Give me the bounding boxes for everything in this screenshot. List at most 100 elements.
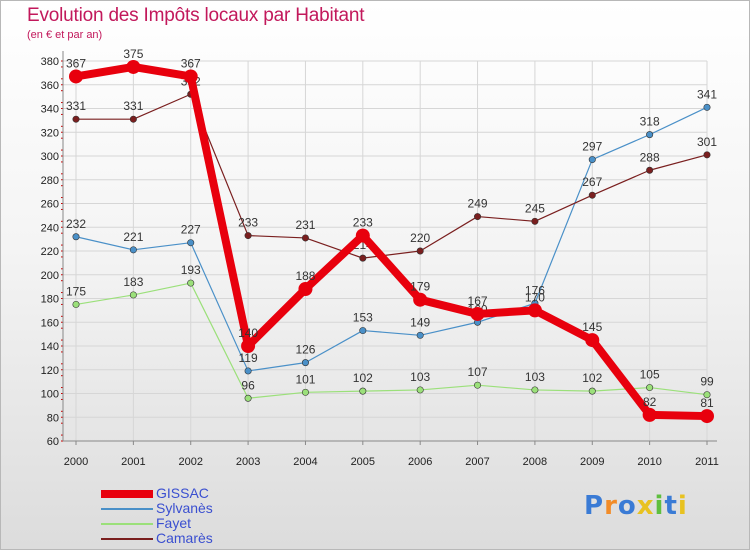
data-point-gissac bbox=[298, 282, 313, 296]
data-point-camares bbox=[244, 232, 252, 240]
x-tick-label: 2007 bbox=[465, 456, 489, 468]
data-point-sylvanes bbox=[416, 331, 424, 339]
data-point-gissac bbox=[241, 339, 256, 353]
data-point-fayet bbox=[129, 291, 137, 299]
data-point-camares bbox=[588, 191, 596, 199]
legend-swatch bbox=[101, 538, 153, 540]
x-tick-label: 2004 bbox=[293, 456, 317, 468]
data-label-fayet: 99 bbox=[700, 375, 714, 389]
x-tick-label: 2001 bbox=[121, 456, 145, 468]
data-label-sylvanes: 119 bbox=[239, 351, 258, 365]
data-label-sylvanes: 221 bbox=[123, 230, 143, 244]
data-label-camares: 267 bbox=[582, 175, 602, 189]
data-label-fayet: 175 bbox=[66, 284, 86, 298]
data-point-fayet bbox=[72, 300, 80, 308]
data-label-fayet: 105 bbox=[640, 368, 660, 382]
data-label-sylvanes: 232 bbox=[66, 217, 86, 231]
data-label-sylvanes: 126 bbox=[295, 343, 315, 357]
y-tick-label: 260 bbox=[41, 199, 59, 211]
y-tick-label: 220 bbox=[41, 246, 59, 258]
data-point-camares bbox=[359, 254, 367, 262]
data-point-gissac bbox=[470, 306, 485, 321]
data-label-gissac: 179 bbox=[410, 280, 430, 294]
x-tick-label: 2009 bbox=[580, 456, 604, 468]
data-label-gissac: 367 bbox=[66, 56, 86, 70]
data-label-fayet: 107 bbox=[468, 365, 488, 379]
legend-label: Sylvanès bbox=[156, 500, 213, 516]
data-point-sylvanes bbox=[301, 359, 309, 367]
legend-swatch bbox=[101, 490, 153, 498]
legend-item-fayet: Fayet bbox=[101, 516, 301, 531]
data-label-gissac: 170 bbox=[525, 290, 545, 304]
data-point-fayet bbox=[531, 386, 539, 394]
data-label-gissac: 81 bbox=[700, 396, 714, 410]
y-tick-label: 320 bbox=[41, 127, 59, 139]
x-tick-label: 2010 bbox=[637, 456, 661, 468]
data-point-camares bbox=[531, 217, 539, 225]
x-tick-label: 2011 bbox=[695, 456, 719, 468]
data-label-sylvanes: 318 bbox=[640, 115, 660, 129]
data-label-fayet: 103 bbox=[410, 370, 430, 384]
data-point-sylvanes bbox=[703, 103, 711, 111]
legend-swatch bbox=[101, 523, 153, 525]
data-point-sylvanes bbox=[72, 233, 80, 241]
data-point-fayet bbox=[301, 388, 309, 396]
logo-letter: o bbox=[617, 491, 637, 521]
data-label-camares: 245 bbox=[525, 201, 545, 215]
data-label-camares: 231 bbox=[295, 218, 315, 232]
x-tick-label: 2003 bbox=[236, 456, 260, 468]
legend-label: Camarès bbox=[156, 530, 213, 546]
x-tick-label: 2002 bbox=[178, 456, 202, 468]
data-point-gissac bbox=[700, 409, 714, 424]
data-point-sylvanes bbox=[588, 156, 596, 164]
data-point-fayet bbox=[646, 384, 654, 392]
data-point-gissac bbox=[69, 69, 83, 84]
y-tick-label: 300 bbox=[41, 151, 59, 163]
data-point-camares bbox=[301, 234, 309, 242]
x-tick-label: 2005 bbox=[351, 456, 375, 468]
data-point-gissac bbox=[642, 407, 657, 422]
logo-letter: P bbox=[584, 491, 605, 521]
legend: GISSAC Sylvanès Fayet Camarès bbox=[101, 486, 301, 546]
data-point-sylvanes bbox=[359, 327, 367, 335]
y-tick-label: 160 bbox=[41, 317, 59, 329]
y-tick-label: 340 bbox=[41, 104, 59, 116]
series-line-camares bbox=[75, 93, 708, 259]
data-point-sylvanes bbox=[646, 131, 654, 139]
y-tick-label: 80 bbox=[47, 412, 59, 424]
data-label-sylvanes: 297 bbox=[582, 140, 602, 154]
data-point-gissac bbox=[585, 333, 600, 348]
data-label-camares: 220 bbox=[410, 231, 430, 245]
legend-label: GISSAC bbox=[156, 485, 209, 501]
data-label-gissac: 140 bbox=[238, 326, 258, 340]
data-point-fayet bbox=[588, 387, 596, 395]
logo-letter: x bbox=[636, 491, 655, 521]
data-point-camares bbox=[129, 115, 137, 123]
data-label-fayet: 96 bbox=[241, 378, 255, 392]
series-line-gissac bbox=[72, 62, 711, 421]
y-tick-label: 60 bbox=[47, 436, 59, 448]
data-point-fayet bbox=[244, 394, 252, 402]
logo-letter: i bbox=[654, 491, 665, 521]
data-label-gissac: 145 bbox=[582, 320, 602, 334]
y-tick-label: 240 bbox=[41, 222, 59, 234]
data-label-camares: 301 bbox=[697, 135, 717, 149]
legend-label: Fayet bbox=[156, 515, 192, 531]
data-label-gissac: 367 bbox=[181, 56, 201, 70]
y-tick-label: 180 bbox=[41, 294, 59, 306]
data-point-camares bbox=[474, 213, 482, 221]
y-tick-label: 380 bbox=[41, 56, 59, 68]
data-point-gissac bbox=[183, 69, 198, 84]
legend-item-camares: Camarès bbox=[101, 531, 301, 546]
data-point-fayet bbox=[416, 386, 424, 394]
data-label-camares: 233 bbox=[238, 216, 258, 230]
data-label-sylvanes: 227 bbox=[181, 223, 201, 237]
data-point-sylvanes bbox=[244, 367, 252, 375]
logo-letter: t bbox=[664, 491, 678, 521]
data-point-gissac bbox=[527, 303, 542, 318]
data-label-gissac: 375 bbox=[123, 47, 143, 61]
data-label-fayet: 193 bbox=[181, 263, 201, 277]
data-point-fayet bbox=[703, 391, 711, 399]
legend-item-sylvanes: Sylvanès bbox=[101, 501, 301, 516]
